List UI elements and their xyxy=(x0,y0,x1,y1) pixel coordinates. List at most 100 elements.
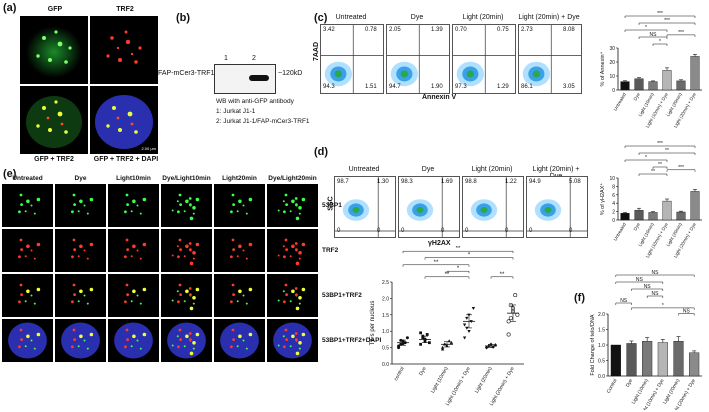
c-flow-plot-svg-2 xyxy=(453,25,515,93)
y-tick-label: 10 xyxy=(609,176,615,182)
e-cell-svg xyxy=(71,238,94,260)
data-point xyxy=(508,316,513,321)
data-point xyxy=(449,340,454,344)
c-flow-quadrant-ll-0: 94.3 xyxy=(323,84,335,90)
x-tick-label: Light (10min) xyxy=(430,366,450,395)
e-row-label-2: 53BP1+TRF2 xyxy=(322,291,362,299)
e-col-title-3: Dye/Light10min xyxy=(162,175,211,182)
e-focus xyxy=(236,300,239,303)
e-focus xyxy=(73,248,76,251)
data-point xyxy=(462,336,467,340)
e-focus xyxy=(238,334,242,339)
bar xyxy=(662,70,672,91)
data-point xyxy=(465,316,469,320)
e-focus xyxy=(142,242,147,247)
e-focus xyxy=(245,302,248,305)
c-flow-cloud-core xyxy=(400,70,409,78)
bar xyxy=(648,212,658,221)
e-cell-r2-c3 xyxy=(161,274,212,317)
e-cell-r3-c0 xyxy=(2,319,53,362)
e-cell-r2-c1 xyxy=(55,274,106,317)
d-flow-cloud-core xyxy=(480,207,488,213)
e-focus xyxy=(132,334,136,339)
sig-bracket xyxy=(646,295,664,298)
c-flow-quadrant-ul-3: 2.73 xyxy=(521,27,533,33)
c-flow-cloud-core xyxy=(466,70,475,78)
e-focus xyxy=(77,345,80,348)
e-focus xyxy=(277,344,280,347)
c-flow-quadrant-ur-0: 0.78 xyxy=(365,27,377,33)
y-tick-label: 6 xyxy=(612,193,615,199)
sig-label: * xyxy=(457,266,460,272)
sig-label: ** xyxy=(434,260,439,266)
e-focus xyxy=(188,332,192,335)
x-tick-label: Untreated xyxy=(613,92,627,112)
sig-bracket xyxy=(624,29,668,32)
d-flow-quadrant-ur-2: 1.22 xyxy=(505,179,517,185)
e-focus xyxy=(301,242,306,247)
c-flow-title-2: Light (20min) xyxy=(462,14,504,21)
bar xyxy=(662,200,672,221)
e-focus xyxy=(86,302,89,305)
e-focus xyxy=(298,296,302,300)
e-focus xyxy=(282,290,285,293)
e-focus xyxy=(132,289,136,294)
e-focus xyxy=(189,338,192,342)
e-focus xyxy=(282,200,285,203)
d-flow-quadrant-ll-1: 0 xyxy=(401,228,405,234)
e-focus xyxy=(283,210,286,214)
e-focus xyxy=(192,302,195,305)
e-col-title-5: Dye/Light20min xyxy=(268,175,317,182)
e-dapi-nucleus xyxy=(220,322,259,359)
e-focus xyxy=(126,248,129,251)
c-flow-quadrant-lr-0: 1.51 xyxy=(365,84,377,90)
x-tick-label: Light (10min) + Dye xyxy=(445,366,472,407)
d-flow-title-0: Untreated xyxy=(348,166,380,173)
c-flow-quadrant-ur-3: 8.08 xyxy=(563,27,575,33)
panel-f-label: (f) xyxy=(574,292,585,304)
c-flow-title-3: Light (20min) + Dye xyxy=(518,14,580,21)
e-focus xyxy=(77,255,80,258)
sig-bracket xyxy=(638,36,668,39)
e-cell-svg xyxy=(171,238,200,266)
y-tick-label: 1.0 xyxy=(382,329,389,335)
y-tick-label: 0 xyxy=(612,218,615,224)
e-focus xyxy=(176,290,179,293)
e-focus xyxy=(73,293,76,296)
e-focus xyxy=(188,197,192,200)
e-cell-svg xyxy=(277,283,306,311)
e-cell-svg xyxy=(114,322,153,359)
c-flow-quadrant-ul-2: 0.70 xyxy=(455,27,467,33)
e-focus xyxy=(277,299,280,302)
sig-label: * xyxy=(662,303,664,309)
e-focus xyxy=(192,347,195,350)
e-cell-svg xyxy=(18,238,41,260)
e-focus xyxy=(189,216,194,221)
c-flow-quadrant-lr-3: 3.05 xyxy=(563,84,575,90)
e-focus xyxy=(185,244,189,249)
y-tick-label: 2.5 xyxy=(382,280,389,286)
sig-label: *** xyxy=(657,141,663,147)
e-focus xyxy=(179,248,182,251)
e-focus xyxy=(18,300,21,304)
e-focus xyxy=(89,242,94,247)
e-focus xyxy=(77,300,80,303)
e-focus xyxy=(79,199,83,204)
y-axis-label: Fold Change of telo/DNA xyxy=(590,314,596,375)
sig-bracket xyxy=(402,250,514,254)
e-cell-r3-c5 xyxy=(267,319,318,362)
chart-e-tifs: 0.0 0.5 1.0 1.5 2.0 2.5 TIFs per nucleus contro… xyxy=(370,246,524,407)
micro-trf2 xyxy=(90,16,158,84)
e-row-label-0: 53BP1 xyxy=(322,201,342,209)
bar xyxy=(676,80,686,91)
sig-bracket xyxy=(638,152,696,155)
bar xyxy=(634,210,644,221)
y-tick-label: 0.5 xyxy=(598,359,605,365)
e-focus xyxy=(301,332,306,337)
bar xyxy=(620,213,630,221)
e-focus xyxy=(126,203,129,206)
d-flow-quadrant-ur-3: 5.08 xyxy=(569,179,581,185)
e-focus xyxy=(124,345,127,349)
